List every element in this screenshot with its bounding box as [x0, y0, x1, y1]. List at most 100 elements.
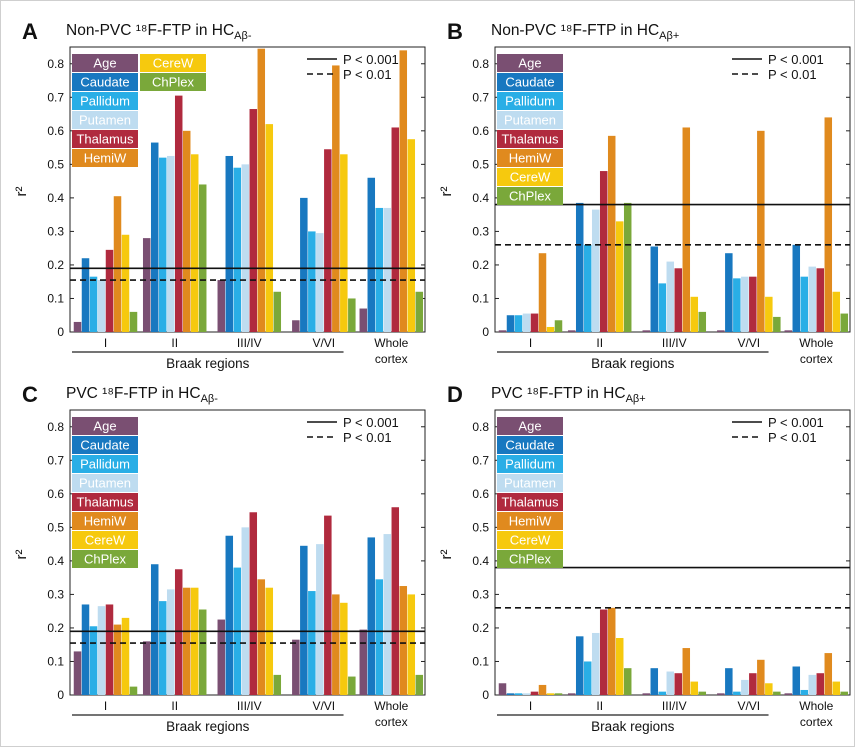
x-category-label: V/VI [737, 336, 760, 350]
bar-age-4 [292, 639, 300, 695]
bar-pallidum-3 [233, 167, 242, 332]
bar-caudate-4 [725, 668, 733, 695]
bar-caudate-2 [575, 636, 584, 695]
bar-chplex-4 [773, 316, 781, 332]
bar-hemiw-5 [824, 117, 833, 332]
legend-label-putamen: Putamen [79, 476, 131, 491]
y-tick-label: 0.6 [47, 487, 64, 501]
bar-cerew-4 [765, 296, 773, 332]
y-tick-label: 0.8 [472, 57, 489, 71]
x-category-label: II [596, 699, 603, 713]
legend-label-pallidum: Pallidum [80, 457, 130, 472]
y-tick-label: 0.2 [47, 621, 64, 635]
legend-swatch-age [497, 417, 563, 435]
bar-cerew-3 [690, 296, 699, 332]
x-axis-title: Braak regions [166, 356, 250, 371]
y-tick-label: 0.7 [472, 90, 489, 104]
bar-age-5 [359, 629, 368, 695]
bar-age-3 [642, 693, 651, 695]
bar-pallidum-5 [800, 276, 809, 332]
panel-letter: C [22, 382, 38, 407]
y-tick-label: 0.7 [472, 453, 489, 467]
legend-label-caudate: Caudate [80, 438, 129, 453]
legend-label-age: Age [93, 419, 116, 434]
bar-putamen-1 [97, 280, 106, 332]
bar-putamen-3 [666, 261, 675, 332]
panel-title-main: Non-PVC ¹⁸F-FTP in HC [491, 22, 659, 39]
bar-cerew-2 [190, 154, 199, 332]
panel-letter: B [447, 19, 463, 44]
bar-chplex-1 [554, 693, 563, 695]
panel-title: PVC ¹⁸F-FTP in HCAβ- [66, 385, 218, 405]
bar-chplex-4 [773, 691, 781, 695]
legend-label-thalamus: Thalamus [76, 132, 134, 147]
bar-cerew-2 [190, 587, 199, 695]
bar-age-4 [292, 320, 300, 332]
panel-letter: A [22, 19, 38, 44]
x-category-label: III/IV [662, 336, 687, 350]
y-tick-label: 0.7 [47, 453, 64, 467]
legend-label-thalamus: Thalamus [76, 495, 134, 510]
bar-putamen-1 [97, 606, 106, 695]
x-category-label: V/VI [737, 699, 760, 713]
bar-pallidum-3 [658, 691, 667, 695]
bar-hemiw-5 [399, 50, 408, 333]
y-tick-label: 0 [57, 325, 64, 339]
legend-swatch-cerew [497, 168, 563, 186]
bar-caudate-3 [225, 155, 234, 332]
panel-title: Non-PVC ¹⁸F-FTP in HCAβ- [66, 22, 252, 42]
bar-caudate-5 [367, 537, 376, 695]
legend-label-hemiw: HemiW [509, 151, 552, 166]
key-label-p01: P < 0.01 [768, 430, 817, 445]
y-axis-label: r² [438, 187, 455, 197]
bar-age-3 [642, 330, 651, 332]
panel-title-main: PVC ¹⁸F-FTP in HC [66, 385, 201, 402]
bar-age-2 [142, 238, 151, 332]
legend-label-caudate: Caudate [505, 438, 554, 453]
bar-cerew-3 [265, 124, 274, 332]
legend-swatch-pallidum [72, 92, 138, 110]
bar-hemiw-4 [757, 659, 765, 695]
bar-hemiw-1 [113, 196, 122, 332]
panel-title-main: PVC ¹⁸F-FTP in HC [491, 385, 626, 402]
bar-cerew-4 [340, 602, 348, 695]
bar-chplex-3 [273, 291, 282, 332]
bar-caudate-2 [150, 564, 159, 695]
x-category-label: III/IV [662, 699, 687, 713]
bar-pallidum-3 [658, 283, 667, 332]
panel-title-subscript: Aβ+ [626, 393, 646, 405]
legend-swatch-cerew [72, 531, 138, 549]
bar-putamen-4 [316, 544, 324, 695]
y-tick-label: 0.3 [47, 587, 64, 601]
legend-swatch-thalamus [497, 493, 563, 511]
legend-swatch-pallidum [497, 455, 563, 473]
bar-pallidum-1 [89, 626, 98, 695]
legend-label-putamen: Putamen [504, 476, 556, 491]
legend-label-pallidum: Pallidum [505, 94, 555, 109]
x-axis-title: Braak regions [591, 719, 675, 734]
bar-pallidum-1 [89, 276, 98, 332]
bar-cerew-1 [546, 693, 555, 695]
legend-swatch-hemiw [497, 512, 563, 530]
bar-thalamus-1 [105, 249, 114, 332]
legend-swatch-caudate [497, 436, 563, 454]
bar-cerew-1 [121, 234, 130, 332]
bar-thalamus-2 [599, 609, 608, 695]
legend-swatch-chplex [72, 550, 138, 568]
legend-swatch-cerew [497, 531, 563, 549]
bar-hemiw-3 [682, 648, 691, 695]
bar-thalamus-1 [530, 313, 539, 332]
y-tick-label: 0.6 [47, 124, 64, 138]
bar-putamen-5 [808, 674, 817, 695]
bar-chplex-5 [415, 291, 424, 332]
bar-chplex-3 [698, 311, 707, 332]
legend-label-pallidum: Pallidum [505, 457, 555, 472]
bar-age-5 [784, 693, 793, 695]
bar-age-4 [717, 330, 725, 332]
y-tick-label: 0.7 [47, 90, 64, 104]
bar-caudate-3 [650, 668, 659, 695]
x-axis-title: Braak regions [591, 356, 675, 371]
bar-putamen-2 [591, 209, 600, 332]
bar-pallidum-4 [733, 278, 741, 332]
